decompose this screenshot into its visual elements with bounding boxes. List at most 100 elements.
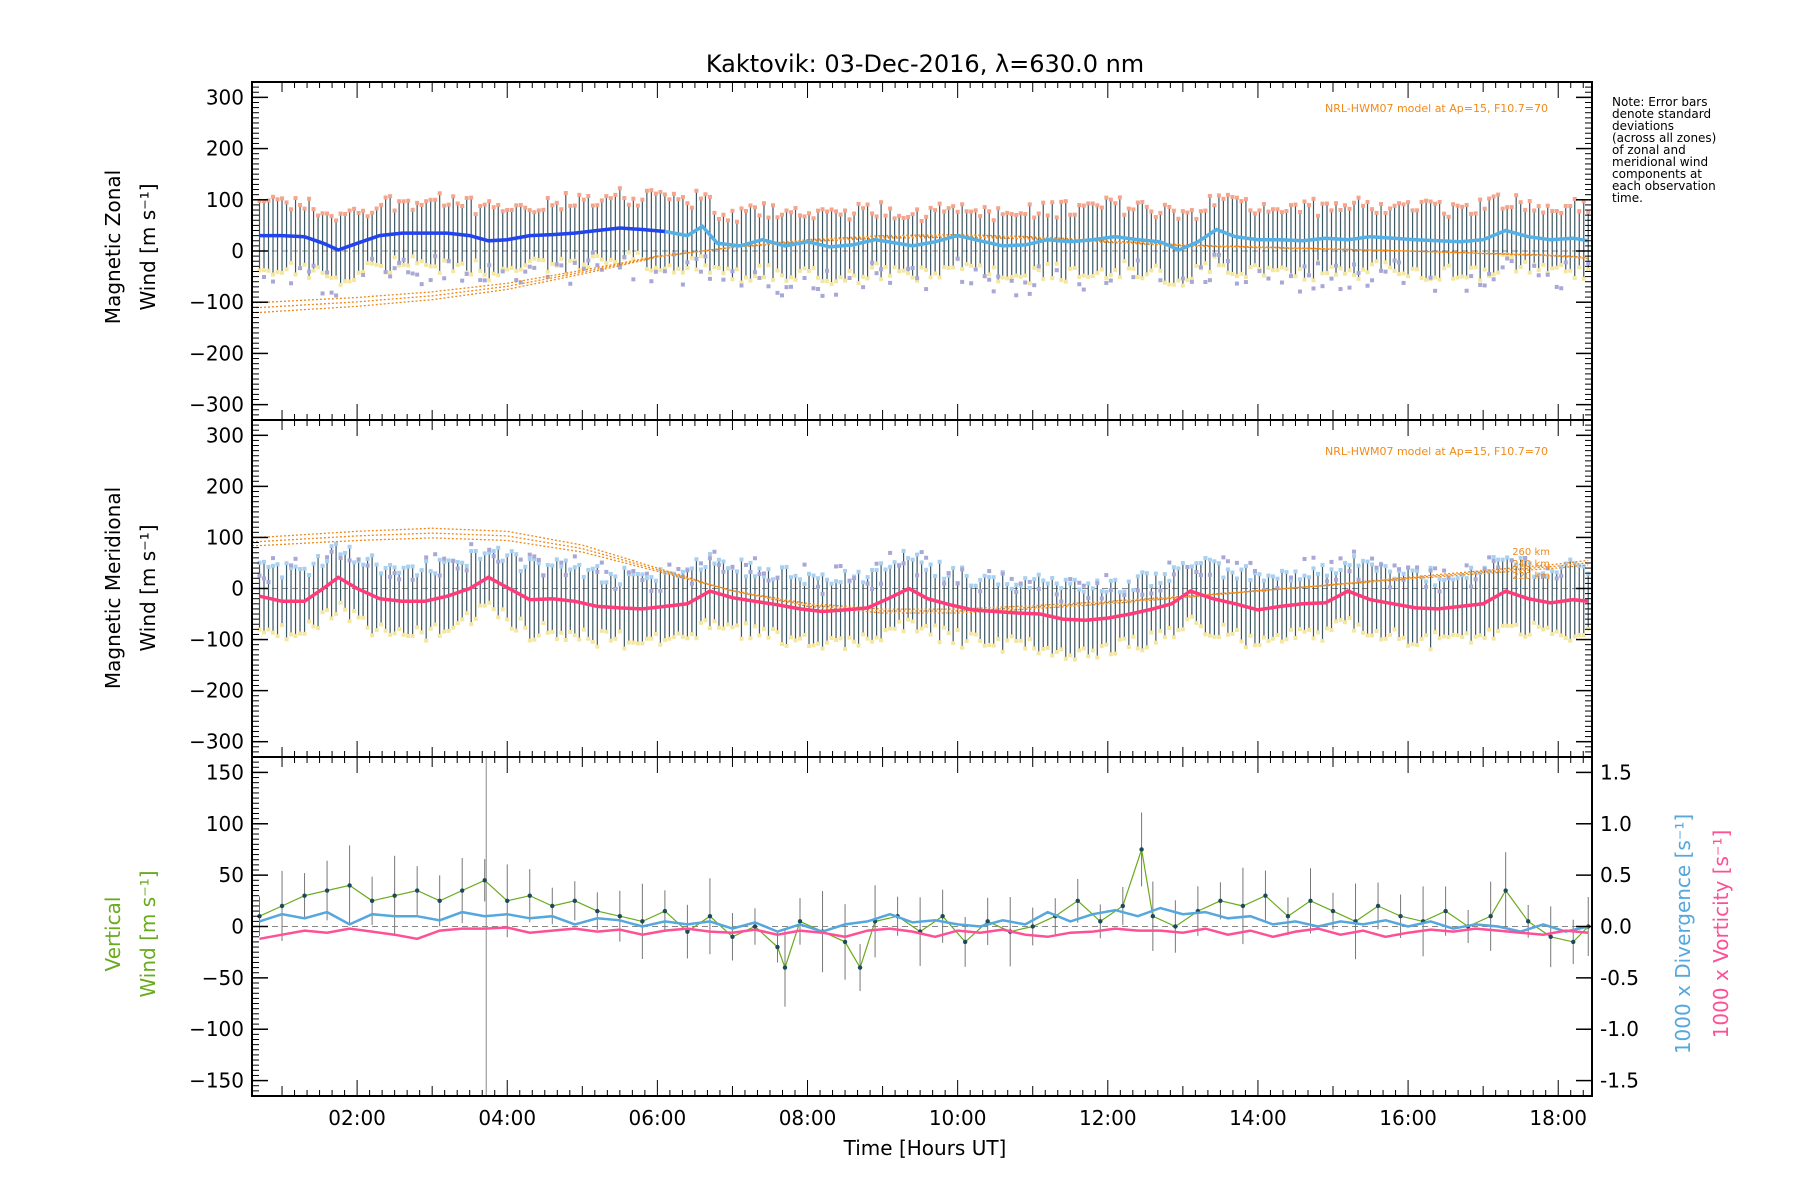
scatter-point (397, 263, 402, 268)
scatter-point (1293, 569, 1298, 574)
scatter-point (1352, 262, 1357, 267)
scatter-point (879, 200, 884, 205)
scatter-point (442, 560, 447, 565)
scatter-point (775, 290, 780, 295)
scatter-point (1559, 565, 1564, 570)
scatter-point (982, 643, 987, 648)
scatter-point (595, 564, 600, 569)
scatter-point (428, 569, 433, 574)
scatter-point (482, 202, 487, 207)
scatter-point (617, 582, 622, 587)
scatter-point (1036, 211, 1041, 216)
scatter-point (1054, 215, 1059, 220)
scatter-point (811, 266, 816, 271)
scatter-point (734, 267, 739, 272)
vertical-wind-point (752, 924, 758, 929)
scatter-point (559, 630, 564, 635)
scatter-point (1325, 271, 1330, 276)
scatter-point (554, 200, 559, 205)
scatter-point (631, 257, 636, 262)
scatter-point (1077, 580, 1082, 585)
scatter-point (680, 569, 685, 574)
scatter-point (1347, 616, 1352, 621)
scatter-point (1343, 620, 1348, 625)
scatter-point (734, 219, 739, 224)
scatter-point (374, 262, 379, 267)
scatter-point (730, 277, 735, 282)
scatter-point (1410, 266, 1415, 271)
scatter-point (879, 581, 884, 586)
scatter-point (338, 552, 343, 557)
scatter-point (1478, 197, 1483, 202)
model-curve (252, 527, 1589, 614)
scatter-point (505, 267, 510, 272)
scatter-point (640, 197, 645, 202)
scatter-point (1334, 577, 1339, 582)
scatter-point (1460, 204, 1465, 209)
scatter-point (1104, 642, 1109, 647)
scatter-point (1000, 212, 1005, 217)
scatter-point (293, 633, 298, 638)
scatter-point (383, 195, 388, 200)
scatter-point (671, 270, 676, 275)
scatter-point (1410, 208, 1415, 213)
scatter-point (1329, 559, 1334, 564)
scatter-point (1320, 201, 1325, 206)
scatter-point (1383, 636, 1388, 641)
scatter-point (982, 274, 987, 279)
scatter-point (1180, 627, 1185, 632)
scatter-point (469, 272, 474, 277)
scatter-point (707, 194, 712, 199)
scatter-point (662, 570, 667, 575)
scatter-point (1478, 282, 1483, 287)
scatter-point (1072, 212, 1077, 217)
scatter-point (1464, 631, 1469, 636)
scatter-point (613, 636, 618, 641)
scatter-point (1541, 627, 1546, 632)
scatter-point (748, 203, 753, 208)
scatter-point (1397, 260, 1402, 265)
scatter-point (1356, 195, 1361, 200)
scatter-point (807, 644, 812, 649)
scatter-point (924, 624, 929, 629)
scatter-point (1248, 633, 1253, 638)
scatter-point (388, 574, 393, 579)
x-tick-label: 10:00 (929, 1106, 987, 1130)
scatter-point (1059, 586, 1064, 591)
scatter-point (1469, 565, 1474, 570)
scatter-point (383, 628, 388, 633)
scatter-point (707, 626, 712, 631)
scatter-point (676, 266, 681, 271)
scatter-point (725, 622, 730, 627)
scatter-point (653, 269, 658, 274)
scatter-point (298, 266, 303, 271)
scatter-point (469, 542, 474, 547)
scatter-point (667, 636, 672, 641)
scatter-point (289, 566, 294, 571)
scatter-point (1320, 563, 1325, 568)
scatter-point (1194, 569, 1199, 574)
scatter-point (703, 565, 708, 570)
y-tick-label: 100 (206, 188, 244, 212)
scatter-point (307, 619, 312, 624)
scatter-point (460, 617, 465, 622)
scatter-point (568, 258, 573, 263)
scatter-point (284, 200, 289, 205)
scatter-point (1050, 200, 1055, 205)
scatter-point (433, 197, 438, 202)
scatter-point (334, 275, 339, 280)
scatter-point (1545, 625, 1550, 630)
scatter-point (829, 282, 834, 287)
scatter-point (289, 563, 294, 568)
scatter-point (1383, 269, 1388, 274)
scatter-point (1068, 581, 1073, 586)
scatter-point (1473, 634, 1478, 639)
scatter-point (460, 560, 465, 565)
scatter-point (1442, 577, 1447, 582)
scatter-point (1392, 268, 1397, 273)
scatter-point (1352, 200, 1357, 205)
scatter-point (1158, 210, 1163, 215)
scatter-point (631, 640, 636, 645)
scatter-point (473, 258, 478, 263)
scatter-point (1185, 278, 1190, 283)
